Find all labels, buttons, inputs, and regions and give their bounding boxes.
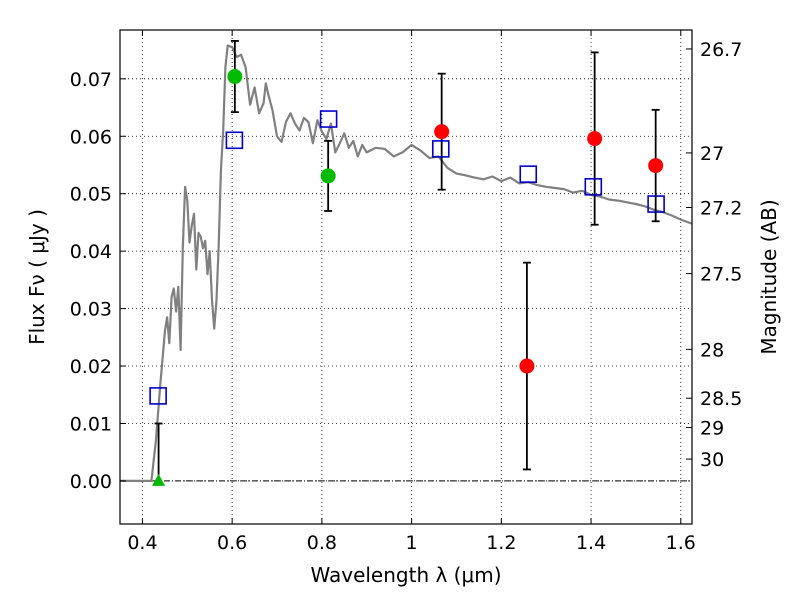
model-flux-square [431, 140, 450, 158]
magnitude-axis-title: Magnitude (AB) [757, 199, 781, 354]
red-detection-point [434, 124, 450, 140]
red-detection-point [519, 358, 535, 374]
errorbar-layer [154, 40, 660, 481]
model-flux-square [319, 110, 338, 128]
y-tick-label: 0.00 [70, 471, 112, 493]
marker-layer [149, 69, 665, 486]
tick-layer: 0.4 0.6 0.8 1 1.2 1.4 1.6 0.00 0.01 0.02 0.03 0.04 0… [70, 30, 742, 554]
magnitude-tick-label: 27 [700, 143, 724, 165]
y-tick-label: 0.03 [70, 299, 112, 321]
x-tick-label: 1.6 [666, 532, 696, 554]
y-tick-label: 0.02 [70, 356, 112, 378]
model-spectrum-line [120, 44, 693, 482]
x-tick-label: 0.4 [127, 532, 157, 554]
red-detection-point [648, 158, 664, 174]
magnitude-tick-label: 27.5 [700, 264, 742, 286]
magnitude-tick-label: 29 [700, 417, 724, 439]
x-tick-label: 0.6 [217, 532, 247, 554]
magnitude-tick-label: 27.2 [700, 197, 742, 219]
y-axis-title: Flux Fν ( μJy ) [25, 209, 49, 345]
magnitude-tick-label: 28.5 [700, 388, 742, 410]
x-axis-title: Wavelength λ (μm) [310, 563, 501, 587]
y-tick-label: 0.04 [70, 241, 112, 263]
x-tick-label: 1.4 [576, 532, 606, 554]
x-tick-label: 1 [406, 532, 418, 554]
magnitude-tick-label: 30 [700, 449, 724, 471]
grid [120, 30, 692, 524]
red-detection-point [587, 131, 603, 147]
y-tick-label: 0.07 [70, 69, 112, 91]
model-flux-square [584, 178, 603, 196]
magnitude-tick-label: 28 [700, 339, 724, 361]
x-tick-label: 0.8 [307, 532, 337, 554]
upper-limit-triangle [152, 473, 166, 486]
model-flux-square [225, 131, 244, 150]
y-tick-label: 0.05 [70, 184, 112, 206]
model-spectrum-layer [120, 44, 693, 482]
model-flux-square [149, 387, 167, 405]
plot-frame [119, 29, 693, 525]
model-flux-square [519, 165, 538, 183]
model-flux-square [647, 195, 665, 213]
x-tick-label: 1.2 [486, 532, 516, 554]
green-detection-point [320, 168, 336, 184]
y-tick-label: 0.06 [70, 126, 112, 148]
y-tick-label: 0.01 [70, 413, 112, 435]
magnitude-tick-label: 26.7 [700, 39, 742, 61]
green-detection-point [227, 69, 243, 85]
